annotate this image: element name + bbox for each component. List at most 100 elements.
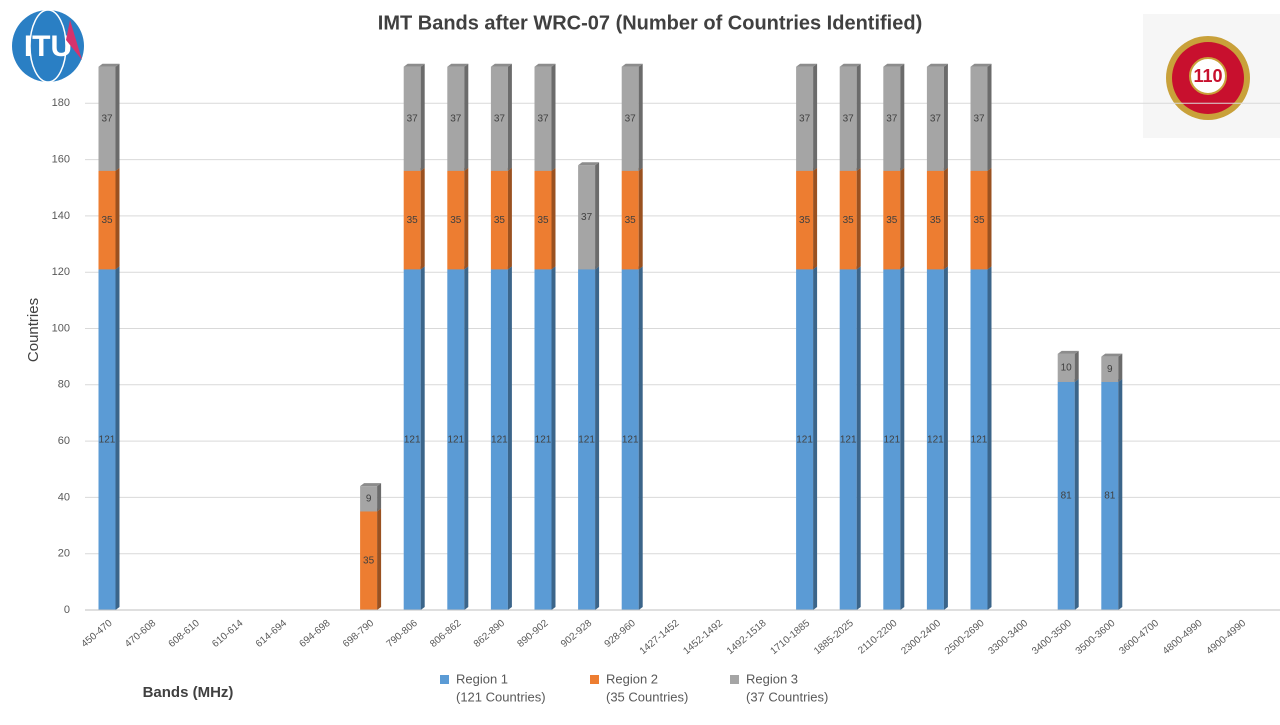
bar-segment: 121 — [98, 266, 120, 610]
bar-side — [987, 266, 992, 610]
bar-top — [1101, 353, 1123, 357]
bar-segment: 37 — [926, 63, 948, 171]
legend-label: Region 2 — [606, 671, 658, 686]
bar-segment: 35 — [360, 508, 382, 610]
data-label: 35 — [886, 215, 898, 226]
bar-segment: 35 — [447, 167, 469, 270]
bar-top — [447, 63, 469, 67]
bar-segment: 121 — [490, 266, 512, 610]
itu-logo: ITU — [12, 9, 84, 83]
bar — [621, 170, 639, 270]
bar — [447, 170, 465, 270]
bar-side — [507, 167, 512, 270]
bar-side — [1118, 378, 1123, 610]
bar-segment: 121 — [534, 266, 556, 610]
bar-segment: 37 — [621, 63, 643, 171]
bar-side — [638, 167, 643, 270]
bar — [621, 269, 639, 610]
bar-segment: 35 — [796, 167, 818, 270]
bar — [447, 269, 465, 610]
data-label: 121 — [491, 434, 508, 445]
bar — [447, 66, 465, 171]
data-label: 37 — [843, 113, 855, 124]
bar-segment: 37 — [534, 63, 556, 171]
data-label: 81 — [1104, 491, 1116, 502]
bar-side — [856, 266, 861, 610]
bar-side — [987, 63, 992, 171]
bar-side — [115, 167, 120, 270]
bar — [926, 170, 944, 270]
data-label: 37 — [407, 113, 419, 124]
bar-top — [578, 162, 600, 166]
bar-segment: 37 — [883, 63, 905, 171]
data-label: 121 — [99, 434, 116, 445]
data-label: 37 — [886, 113, 898, 124]
bar-side — [420, 266, 425, 610]
bar — [926, 269, 944, 610]
data-label: 37 — [930, 113, 942, 124]
data-label: 35 — [973, 215, 985, 226]
logo-globe — [12, 10, 84, 82]
bar — [578, 269, 596, 610]
legend-swatch — [440, 675, 449, 684]
bar — [534, 269, 552, 610]
bar-segment: 35 — [490, 167, 512, 270]
bar — [1101, 356, 1119, 382]
bar-segment: 35 — [926, 167, 948, 270]
bar-segment: 121 — [839, 266, 861, 610]
data-label: 35 — [101, 215, 113, 226]
bar — [490, 269, 508, 610]
data-label: 37 — [625, 113, 637, 124]
chart-title: IMT Bands after WRC-07 (Number of Countr… — [378, 12, 922, 34]
bar-side — [943, 266, 948, 610]
data-label: 9 — [1107, 364, 1113, 375]
bar-side — [900, 167, 905, 270]
bar-segment: 37 — [970, 63, 992, 171]
logo-number: 110 — [1193, 66, 1222, 86]
data-label: 121 — [971, 434, 988, 445]
legend-note: (37 Countries) — [746, 689, 828, 704]
y-tick-label: 120 — [52, 266, 70, 278]
y-tick-label: 160 — [52, 154, 70, 166]
y-tick-label: 100 — [52, 322, 70, 334]
bar-side — [1074, 378, 1079, 610]
bar — [839, 269, 857, 610]
bar-segment: 121 — [403, 266, 425, 610]
data-label: 37 — [537, 113, 549, 124]
bar-side — [813, 63, 818, 171]
bar-side — [115, 63, 120, 171]
bar-side — [856, 63, 861, 171]
data-label: 37 — [973, 113, 985, 124]
data-label: 121 — [404, 434, 421, 445]
data-label: 35 — [843, 215, 855, 226]
data-label: 35 — [930, 215, 942, 226]
bar — [839, 66, 857, 171]
y-tick-label: 80 — [58, 379, 70, 391]
bar — [796, 66, 814, 171]
bar — [1057, 381, 1075, 610]
data-label: 121 — [927, 434, 944, 445]
bar-side — [420, 167, 425, 270]
legend-label: Region 3 — [746, 671, 798, 686]
data-label: 121 — [796, 434, 813, 445]
bar-top — [839, 63, 861, 67]
bar-side — [813, 266, 818, 610]
data-label: 10 — [1061, 363, 1073, 374]
data-label: 35 — [407, 215, 419, 226]
bar-segment: 35 — [839, 167, 861, 270]
logo-meridian — [29, 9, 67, 83]
bar-segment: 121 — [883, 266, 905, 610]
bar-side — [464, 63, 469, 171]
data-label: 37 — [101, 113, 113, 124]
bar-segment: 121 — [578, 266, 600, 610]
legend-swatch — [590, 675, 599, 684]
bar — [534, 170, 552, 270]
bar — [490, 170, 508, 270]
logo-center — [1189, 57, 1227, 95]
bar-top — [490, 63, 512, 67]
bar-segment: 121 — [926, 266, 948, 610]
data-label: 81 — [1061, 491, 1073, 502]
bar — [98, 170, 116, 270]
anniversary-logo: 110 — [1143, 14, 1280, 138]
data-label: 121 — [578, 434, 595, 445]
